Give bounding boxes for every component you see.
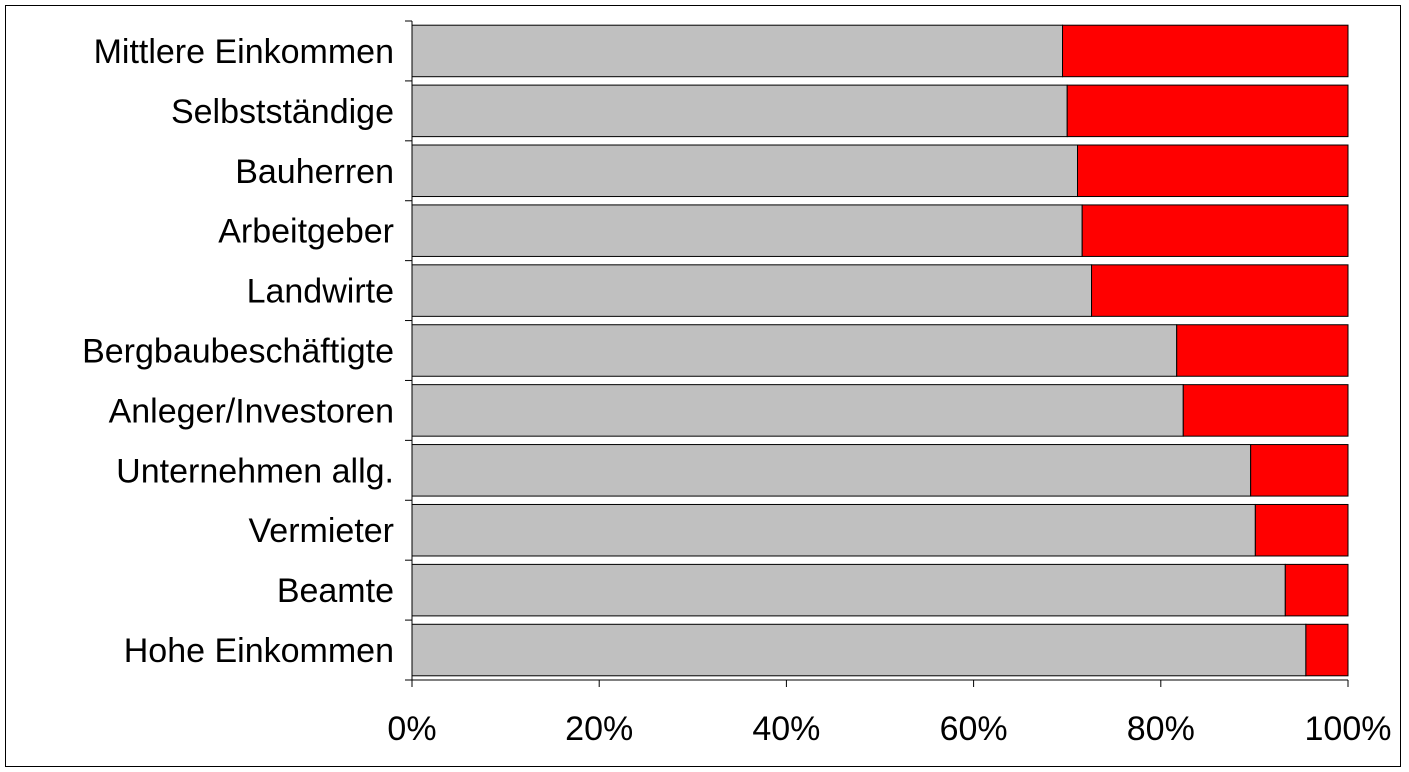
bar-segment-1-7 xyxy=(411,384,1184,437)
x-tick-label: 0% xyxy=(387,710,436,748)
bar-segment-1-1 xyxy=(411,24,1064,78)
category-label: Vermieter xyxy=(249,512,395,550)
category-label: Bergbaubeschäftigte xyxy=(82,333,394,371)
category-label: Arbeitgeber xyxy=(218,213,394,251)
bar-segment-1-2 xyxy=(411,84,1068,138)
category-label: Landwirte xyxy=(247,273,394,311)
bar-segment-2-5 xyxy=(1091,264,1349,317)
x-tick-label: 20% xyxy=(565,710,633,748)
bar-segment-2-8 xyxy=(1250,444,1349,497)
bar-segment-2-9 xyxy=(1254,503,1349,557)
bar-segment-1-8 xyxy=(411,444,1252,497)
labels-layer: Mittlere Einkommen Selbstständige Bauherre… xyxy=(82,33,1391,748)
category-label: Beamte xyxy=(277,572,394,610)
category-label: Hohe Einkommen xyxy=(124,632,394,670)
bar-segment-2-3 xyxy=(1077,144,1349,198)
axes-layer xyxy=(405,20,1349,687)
x-tick-label: 40% xyxy=(752,710,820,748)
category-label: Anleger/Investoren xyxy=(109,392,394,430)
bar-segment-1-4 xyxy=(411,204,1083,257)
chart-frame: Mittlere Einkommen Selbstständige Bauherre… xyxy=(5,5,1401,767)
stacked-bar-chart: Mittlere Einkommen Selbstständige Bauherre… xyxy=(82,20,1391,748)
bar-segment-1-5 xyxy=(411,264,1093,317)
bar-segment-2-11 xyxy=(1305,623,1349,677)
category-label: Unternehmen allg. xyxy=(116,452,394,490)
bars-layer xyxy=(411,24,1349,677)
bar-segment-2-10 xyxy=(1284,563,1349,617)
bar-segment-2-7 xyxy=(1182,384,1349,437)
x-tick-label: 100% xyxy=(1305,710,1392,748)
bar-segment-1-9 xyxy=(411,503,1256,557)
bar-segment-1-10 xyxy=(411,563,1286,617)
category-label: Mittlere Einkommen xyxy=(94,33,394,71)
bar-segment-1-11 xyxy=(411,623,1307,677)
bar-segment-1-6 xyxy=(411,324,1178,377)
bar-segment-2-1 xyxy=(1062,24,1349,78)
x-tick-label: 80% xyxy=(1127,710,1195,748)
bar-segment-1-3 xyxy=(411,144,1078,198)
bar-segment-2-4 xyxy=(1081,204,1349,257)
category-label: Selbstständige xyxy=(171,93,394,131)
x-tick-label: 60% xyxy=(940,710,1008,748)
bar-segment-2-6 xyxy=(1176,324,1349,377)
category-label: Bauherren xyxy=(235,153,394,191)
bar-segment-2-2 xyxy=(1066,84,1349,138)
